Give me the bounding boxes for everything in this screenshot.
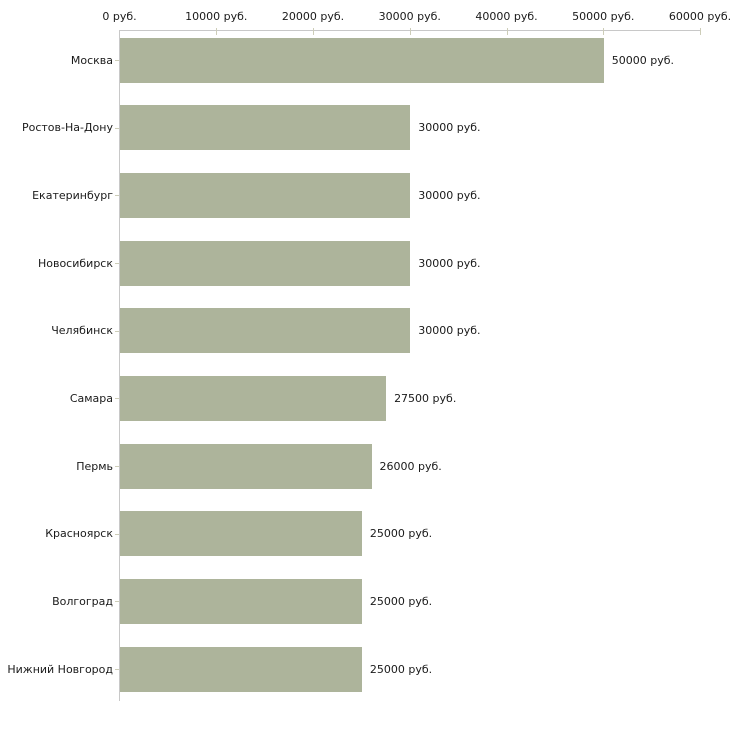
value-label: 50000 руб. — [611, 53, 675, 67]
category-tick — [115, 263, 119, 264]
x-axis-tick-label: 30000 руб. — [378, 10, 441, 23]
bar-row: Волгоград 25000 руб. — [0, 578, 730, 624]
bar — [120, 240, 411, 286]
x-axis-tick-label: 10000 руб. — [185, 10, 248, 23]
bar — [120, 511, 362, 557]
bar — [120, 375, 387, 421]
bar-row: Пермь 26000 руб. — [0, 443, 730, 489]
bar-row: Нижний Новгород 25000 руб. — [0, 646, 730, 692]
bar-row: Челябинск 30000 руб. — [0, 308, 730, 354]
bar — [120, 37, 604, 83]
x-axis-tick-label: 60000 руб. — [668, 10, 730, 23]
value-label: 26000 руб. — [379, 459, 442, 473]
x-axis-tick-label: 40000 руб. — [475, 10, 538, 23]
y-axis-line — [119, 30, 120, 701]
bar — [120, 105, 411, 151]
bar — [120, 308, 411, 354]
category-label: Москва — [70, 53, 113, 67]
x-axis-tick — [506, 28, 508, 35]
bar — [120, 443, 372, 489]
category-label: Челябинск — [51, 324, 113, 338]
category-label: Новосибирск — [37, 256, 113, 270]
bar — [120, 172, 411, 218]
value-label: 30000 руб. — [418, 188, 481, 202]
x-axis-tick — [216, 28, 218, 35]
bar — [120, 578, 362, 624]
bar-row: Ростов-На-Дону 30000 руб. — [0, 105, 730, 151]
value-label: 30000 руб. — [418, 256, 481, 270]
category-tick — [115, 398, 119, 400]
category-tick — [115, 60, 119, 61]
x-axis-tick — [603, 28, 605, 35]
value-label: 25000 руб. — [369, 662, 433, 676]
x-axis-tick-label: 50000 руб. — [572, 10, 635, 23]
category-tick — [115, 330, 119, 332]
category-label: Пермь — [76, 459, 113, 473]
category-label: Красноярск — [45, 527, 113, 541]
category-tick — [115, 127, 119, 129]
x-axis-tick — [409, 28, 411, 35]
category-label: Ростов-На-Дону — [21, 121, 113, 135]
category-label: Самара — [69, 391, 113, 405]
x-axis-tick-label: 0 руб. — [102, 10, 137, 23]
category-label: Екатеринбург — [32, 188, 113, 202]
category-tick — [115, 601, 119, 603]
value-label: 30000 руб. — [418, 324, 481, 338]
x-axis-tick-label: 20000 руб. — [281, 10, 345, 23]
value-label: 30000 руб. — [418, 121, 481, 135]
bar-row: Новосибирск 30000 руб. — [0, 240, 730, 286]
bar-row: Самара 27500 руб. — [0, 375, 730, 421]
category-label: Нижний Новгород — [7, 662, 113, 676]
bar-row: Екатеринбург 30000 руб. — [0, 172, 730, 218]
x-axis-tick — [313, 28, 314, 35]
value-label: 25000 руб. — [369, 527, 433, 541]
category-label: Волгоград — [52, 594, 113, 608]
x-axis-tick — [700, 28, 701, 35]
value-label: 27500 руб. — [394, 391, 457, 405]
value-label: 25000 руб. — [369, 594, 433, 608]
bar-row: Москва 50000 руб. — [0, 37, 730, 83]
category-tick — [115, 533, 119, 535]
category-tick — [115, 466, 119, 468]
category-tick — [115, 669, 119, 671]
bar-row: Красноярск 25000 руб. — [0, 511, 730, 557]
category-tick — [115, 195, 119, 197]
bar — [120, 646, 362, 692]
